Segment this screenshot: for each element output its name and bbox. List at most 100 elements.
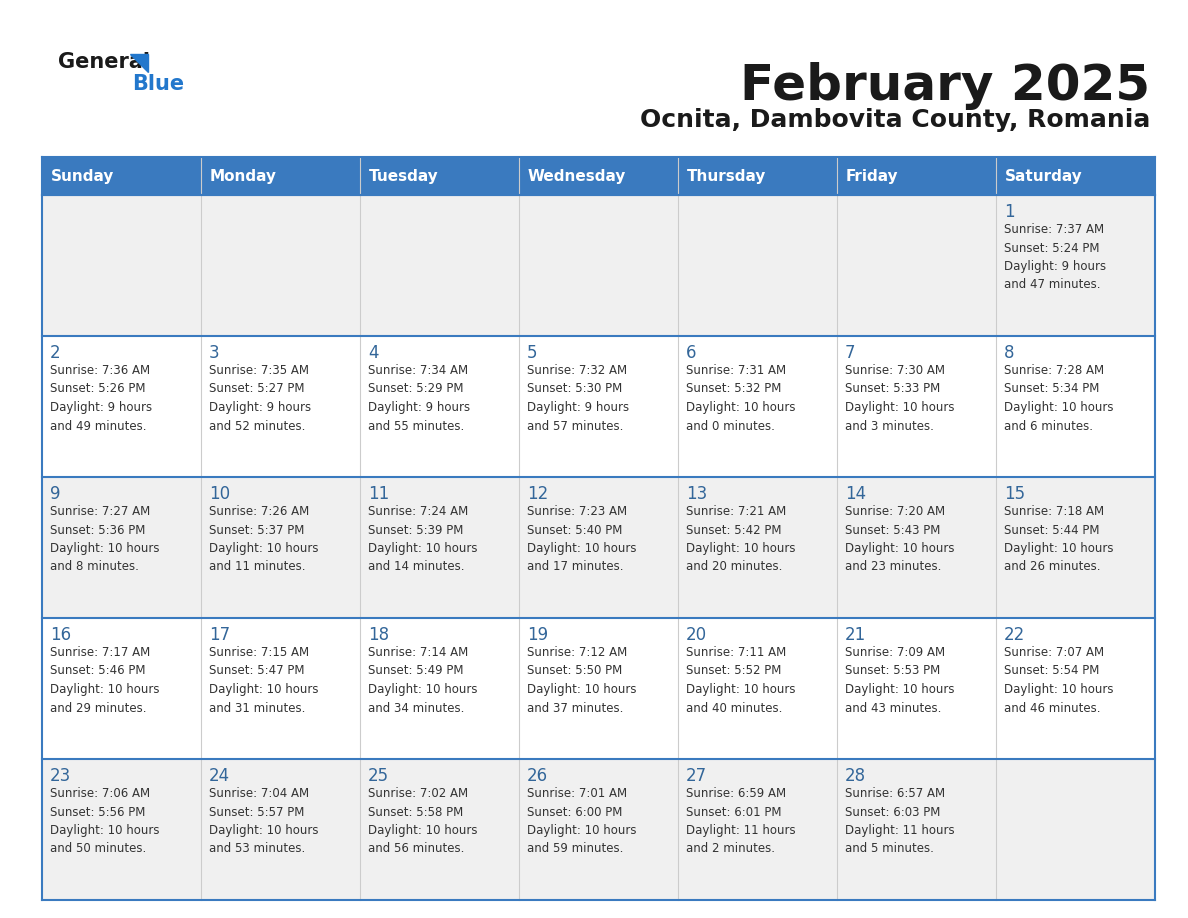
Text: Sunrise: 6:57 AM
Sunset: 6:03 PM
Daylight: 11 hours
and 5 minutes.: Sunrise: 6:57 AM Sunset: 6:03 PM Dayligh… xyxy=(845,787,955,856)
Text: 3: 3 xyxy=(209,344,220,362)
Text: Sunrise: 7:06 AM
Sunset: 5:56 PM
Daylight: 10 hours
and 50 minutes.: Sunrise: 7:06 AM Sunset: 5:56 PM Dayligh… xyxy=(50,787,159,856)
Bar xyxy=(360,759,519,900)
Bar xyxy=(42,195,201,336)
Bar xyxy=(519,195,678,336)
Bar xyxy=(996,618,1155,759)
Bar xyxy=(678,477,838,618)
Text: 18: 18 xyxy=(368,626,390,644)
Text: 14: 14 xyxy=(845,485,866,503)
Text: Sunrise: 7:14 AM
Sunset: 5:49 PM
Daylight: 10 hours
and 34 minutes.: Sunrise: 7:14 AM Sunset: 5:49 PM Dayligh… xyxy=(368,646,478,714)
Text: Sunrise: 7:35 AM
Sunset: 5:27 PM
Daylight: 9 hours
and 52 minutes.: Sunrise: 7:35 AM Sunset: 5:27 PM Dayligh… xyxy=(209,364,311,432)
Text: 22: 22 xyxy=(1004,626,1025,644)
Bar xyxy=(201,195,360,336)
Text: 6: 6 xyxy=(685,344,696,362)
Text: 21: 21 xyxy=(845,626,866,644)
Bar xyxy=(42,157,1155,195)
Text: Monday: Monday xyxy=(210,169,277,184)
Text: Friday: Friday xyxy=(846,169,898,184)
Text: 10: 10 xyxy=(209,485,230,503)
Text: Sunrise: 7:01 AM
Sunset: 6:00 PM
Daylight: 10 hours
and 59 minutes.: Sunrise: 7:01 AM Sunset: 6:00 PM Dayligh… xyxy=(527,787,637,856)
Text: 11: 11 xyxy=(368,485,390,503)
Bar xyxy=(42,759,201,900)
Text: 9: 9 xyxy=(50,485,61,503)
Text: 1: 1 xyxy=(1004,203,1015,221)
Text: Sunrise: 7:15 AM
Sunset: 5:47 PM
Daylight: 10 hours
and 31 minutes.: Sunrise: 7:15 AM Sunset: 5:47 PM Dayligh… xyxy=(209,646,318,714)
Text: Sunrise: 6:59 AM
Sunset: 6:01 PM
Daylight: 11 hours
and 2 minutes.: Sunrise: 6:59 AM Sunset: 6:01 PM Dayligh… xyxy=(685,787,796,856)
Bar xyxy=(838,195,996,336)
Bar xyxy=(838,618,996,759)
Text: 16: 16 xyxy=(50,626,71,644)
Bar xyxy=(201,477,360,618)
Bar xyxy=(201,759,360,900)
Text: Sunrise: 7:36 AM
Sunset: 5:26 PM
Daylight: 9 hours
and 49 minutes.: Sunrise: 7:36 AM Sunset: 5:26 PM Dayligh… xyxy=(50,364,152,432)
Text: 7: 7 xyxy=(845,344,855,362)
Bar xyxy=(42,618,201,759)
Bar xyxy=(678,618,838,759)
Bar xyxy=(519,336,678,477)
Text: 2: 2 xyxy=(50,344,61,362)
Text: 13: 13 xyxy=(685,485,707,503)
Text: General: General xyxy=(58,52,150,72)
Bar xyxy=(838,477,996,618)
Text: Sunrise: 7:24 AM
Sunset: 5:39 PM
Daylight: 10 hours
and 14 minutes.: Sunrise: 7:24 AM Sunset: 5:39 PM Dayligh… xyxy=(368,505,478,574)
Text: 17: 17 xyxy=(209,626,230,644)
Bar xyxy=(201,336,360,477)
Polygon shape xyxy=(129,54,148,72)
Text: Blue: Blue xyxy=(132,74,184,94)
Text: Sunrise: 7:07 AM
Sunset: 5:54 PM
Daylight: 10 hours
and 46 minutes.: Sunrise: 7:07 AM Sunset: 5:54 PM Dayligh… xyxy=(1004,646,1113,714)
Bar xyxy=(996,336,1155,477)
Text: Sunrise: 7:04 AM
Sunset: 5:57 PM
Daylight: 10 hours
and 53 minutes.: Sunrise: 7:04 AM Sunset: 5:57 PM Dayligh… xyxy=(209,787,318,856)
Bar xyxy=(42,477,201,618)
Text: Sunrise: 7:11 AM
Sunset: 5:52 PM
Daylight: 10 hours
and 40 minutes.: Sunrise: 7:11 AM Sunset: 5:52 PM Dayligh… xyxy=(685,646,796,714)
Text: 19: 19 xyxy=(527,626,548,644)
Bar xyxy=(360,477,519,618)
Text: Sunday: Sunday xyxy=(51,169,114,184)
Text: 28: 28 xyxy=(845,767,866,785)
Text: Sunrise: 7:20 AM
Sunset: 5:43 PM
Daylight: 10 hours
and 23 minutes.: Sunrise: 7:20 AM Sunset: 5:43 PM Dayligh… xyxy=(845,505,954,574)
Bar xyxy=(360,336,519,477)
Text: Sunrise: 7:18 AM
Sunset: 5:44 PM
Daylight: 10 hours
and 26 minutes.: Sunrise: 7:18 AM Sunset: 5:44 PM Dayligh… xyxy=(1004,505,1113,574)
Bar xyxy=(201,618,360,759)
Text: 27: 27 xyxy=(685,767,707,785)
Text: Saturday: Saturday xyxy=(1005,169,1082,184)
Text: Thursday: Thursday xyxy=(687,169,766,184)
Bar xyxy=(519,477,678,618)
Text: Sunrise: 7:09 AM
Sunset: 5:53 PM
Daylight: 10 hours
and 43 minutes.: Sunrise: 7:09 AM Sunset: 5:53 PM Dayligh… xyxy=(845,646,954,714)
Bar xyxy=(996,759,1155,900)
Bar xyxy=(678,759,838,900)
Bar xyxy=(360,195,519,336)
Text: 26: 26 xyxy=(527,767,548,785)
Bar xyxy=(360,618,519,759)
Text: Sunrise: 7:37 AM
Sunset: 5:24 PM
Daylight: 9 hours
and 47 minutes.: Sunrise: 7:37 AM Sunset: 5:24 PM Dayligh… xyxy=(1004,223,1106,292)
Text: 12: 12 xyxy=(527,485,548,503)
Text: Sunrise: 7:31 AM
Sunset: 5:32 PM
Daylight: 10 hours
and 0 minutes.: Sunrise: 7:31 AM Sunset: 5:32 PM Dayligh… xyxy=(685,364,796,432)
Bar xyxy=(838,759,996,900)
Bar xyxy=(996,195,1155,336)
Text: Sunrise: 7:30 AM
Sunset: 5:33 PM
Daylight: 10 hours
and 3 minutes.: Sunrise: 7:30 AM Sunset: 5:33 PM Dayligh… xyxy=(845,364,954,432)
Text: 23: 23 xyxy=(50,767,71,785)
Text: Wednesday: Wednesday xyxy=(527,169,626,184)
Text: Sunrise: 7:02 AM
Sunset: 5:58 PM
Daylight: 10 hours
and 56 minutes.: Sunrise: 7:02 AM Sunset: 5:58 PM Dayligh… xyxy=(368,787,478,856)
Text: Sunrise: 7:27 AM
Sunset: 5:36 PM
Daylight: 10 hours
and 8 minutes.: Sunrise: 7:27 AM Sunset: 5:36 PM Dayligh… xyxy=(50,505,159,574)
Text: 4: 4 xyxy=(368,344,379,362)
Bar xyxy=(519,759,678,900)
Text: Sunrise: 7:21 AM
Sunset: 5:42 PM
Daylight: 10 hours
and 20 minutes.: Sunrise: 7:21 AM Sunset: 5:42 PM Dayligh… xyxy=(685,505,796,574)
Text: Sunrise: 7:23 AM
Sunset: 5:40 PM
Daylight: 10 hours
and 17 minutes.: Sunrise: 7:23 AM Sunset: 5:40 PM Dayligh… xyxy=(527,505,637,574)
Text: 25: 25 xyxy=(368,767,390,785)
Text: Sunrise: 7:17 AM
Sunset: 5:46 PM
Daylight: 10 hours
and 29 minutes.: Sunrise: 7:17 AM Sunset: 5:46 PM Dayligh… xyxy=(50,646,159,714)
Text: Sunrise: 7:26 AM
Sunset: 5:37 PM
Daylight: 10 hours
and 11 minutes.: Sunrise: 7:26 AM Sunset: 5:37 PM Dayligh… xyxy=(209,505,318,574)
Bar xyxy=(678,195,838,336)
Bar xyxy=(519,618,678,759)
Text: Tuesday: Tuesday xyxy=(369,169,438,184)
Text: Sunrise: 7:28 AM
Sunset: 5:34 PM
Daylight: 10 hours
and 6 minutes.: Sunrise: 7:28 AM Sunset: 5:34 PM Dayligh… xyxy=(1004,364,1113,432)
Bar xyxy=(42,336,201,477)
Text: 24: 24 xyxy=(209,767,230,785)
Text: 15: 15 xyxy=(1004,485,1025,503)
Text: Sunrise: 7:34 AM
Sunset: 5:29 PM
Daylight: 9 hours
and 55 minutes.: Sunrise: 7:34 AM Sunset: 5:29 PM Dayligh… xyxy=(368,364,470,432)
Text: 20: 20 xyxy=(685,626,707,644)
Bar xyxy=(678,336,838,477)
Bar xyxy=(996,477,1155,618)
Text: February 2025: February 2025 xyxy=(740,62,1150,110)
Text: 8: 8 xyxy=(1004,344,1015,362)
Text: Sunrise: 7:32 AM
Sunset: 5:30 PM
Daylight: 9 hours
and 57 minutes.: Sunrise: 7:32 AM Sunset: 5:30 PM Dayligh… xyxy=(527,364,630,432)
